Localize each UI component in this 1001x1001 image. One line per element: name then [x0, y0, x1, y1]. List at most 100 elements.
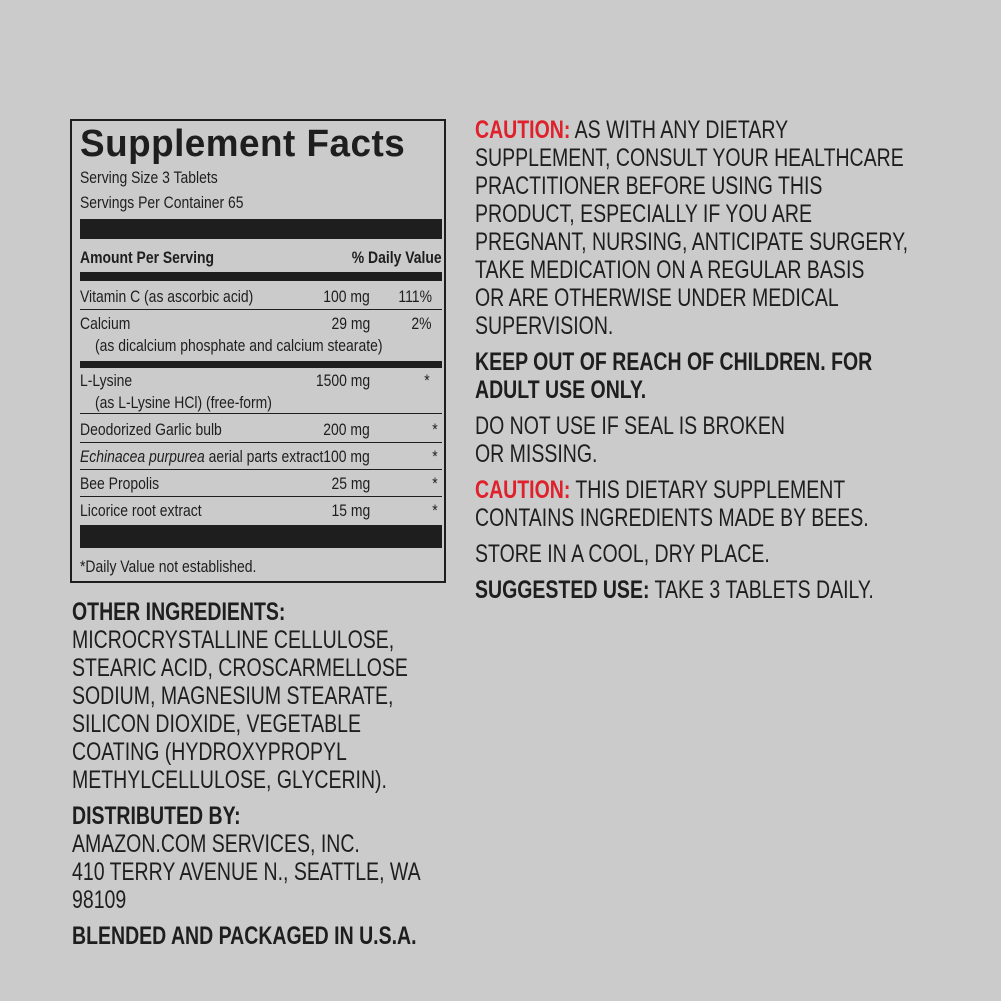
ingredient-name: Vitamin C (as ascorbic acid): [80, 287, 253, 307]
facts-title: Supplement Facts: [80, 123, 406, 165]
section-heading: BLENDED AND PACKAGED IN U.S.A.: [72, 922, 417, 950]
ingredient-name: Deodorized Garlic bulb: [80, 420, 222, 440]
ingredient-amount: 25 mg: [331, 474, 370, 493]
divider-bar: [80, 525, 442, 548]
text-content: STEARIC ACID, CROSCARMELLOSE: [72, 654, 408, 682]
text-content: OR ARE OTHERWISE UNDER MEDICAL: [475, 284, 839, 312]
text-content: PRACTITIONER BEFORE USING THIS: [475, 172, 823, 200]
text-line: TAKE MEDICATION ON A REGULAR BASIS: [475, 256, 864, 284]
divider-bar: [80, 361, 442, 368]
section-heading: KEEP OUT OF REACH OF CHILDREN. FOR: [475, 348, 873, 376]
text-line: SUPPLEMENT, CONSULT YOUR HEALTHCARE: [475, 144, 904, 172]
text-line: DISTRIBUTED BY:: [72, 802, 241, 830]
text-line: 410 TERRY AVENUE N., SEATTLE, WA: [72, 858, 421, 886]
text-line: CONTAINS INGREDIENTS MADE BY BEES.: [475, 504, 869, 532]
text-content: METHYLCELLULOSE, GLYCERIN).: [72, 766, 387, 794]
text-content: PREGNANT, NURSING, ANTICIPATE SURGERY,: [475, 228, 909, 256]
ingredient-daily-value: *: [432, 501, 438, 520]
ingredient-source: (as dicalcium phosphate and calcium stea…: [95, 336, 383, 355]
text-content: STORE IN A COOL, DRY PLACE.: [475, 540, 770, 568]
header-daily-value: % Daily Value: [352, 248, 442, 267]
text-line: PRACTITIONER BEFORE USING THIS: [475, 172, 822, 200]
caution-label: CAUTION:: [475, 476, 571, 504]
text-content: OR MISSING.: [475, 440, 598, 468]
ingredient-name: Bee Propolis: [80, 474, 159, 494]
text-line: OR MISSING.: [475, 440, 597, 468]
section-heading: SUGGESTED USE:: [475, 576, 650, 604]
text-content: ADULT USE ONLY.: [475, 376, 647, 404]
ingredient-amount: 15 mg: [331, 501, 370, 520]
ingredient-name: Licorice root extract: [80, 501, 202, 521]
text-line: AMAZON.COM SERVICES, INC.: [72, 830, 360, 858]
text-content: TAKE 3 TABLETS DAILY.: [649, 576, 874, 604]
ingredient-daily-value: *: [432, 447, 438, 466]
text-content: AS WITH ANY DIETARY: [570, 116, 789, 144]
ingredient-name-text: Licorice root extract: [80, 501, 202, 520]
row-divider: [80, 442, 442, 443]
divider-bar: [80, 219, 442, 239]
ingredient-daily-value: *: [424, 371, 430, 390]
section-heading: OTHER INGREDIENTS:: [72, 598, 286, 626]
text-line: SILICON DIOXIDE, VEGETABLE: [72, 710, 361, 738]
row-divider: [80, 413, 442, 414]
ingredient-daily-value: *: [432, 474, 438, 493]
ingredient-amount: 100 mg: [323, 287, 370, 306]
text-content: COATING (HYDROXYPROPYL: [72, 738, 347, 766]
divider-bar: [80, 272, 442, 281]
text-content: SUPPLEMENT, CONSULT YOUR HEALTHCARE: [475, 144, 904, 172]
text-line: KEEP OUT OF REACH OF CHILDREN. FOR: [475, 348, 872, 376]
text-line: CAUTION: THIS DIETARY SUPPLEMENT: [475, 476, 845, 504]
text-line: DO NOT USE IF SEAL IS BROKEN: [475, 412, 785, 440]
supplement-facts-panel: Supplement Facts Serving Size 3 Tablets …: [70, 119, 446, 583]
text-line: COATING (HYDROXYPROPYL: [72, 738, 347, 766]
text-line: BLENDED AND PACKAGED IN U.S.A.: [72, 922, 417, 950]
text-content: SILICON DIOXIDE, VEGETABLE: [72, 710, 361, 738]
ingredient-name-text: Calcium: [80, 314, 131, 333]
row-divider: [80, 309, 442, 310]
footnote: *Daily Value not established.: [80, 557, 257, 576]
ingredient-name: Calcium: [80, 314, 130, 334]
ingredient-amount: 200 mg: [323, 420, 370, 439]
text-content: SUPERVISION.: [475, 312, 614, 340]
ingredient-name-text: Bee Propolis: [80, 474, 160, 493]
ingredient-name: Echinacea purpurea aerial parts extract: [80, 447, 323, 467]
text-line: OR ARE OTHERWISE UNDER MEDICAL: [475, 284, 839, 312]
ingredient-daily-value: *: [432, 420, 438, 439]
servings-per-container: Servings Per Container 65: [80, 193, 244, 212]
text-line: STEARIC ACID, CROSCARMELLOSE: [72, 654, 408, 682]
text-line: MICROCRYSTALLINE CELLULOSE,: [72, 626, 394, 654]
serving-size: Serving Size 3 Tablets: [80, 168, 218, 187]
ingredient-source: (as L-Lysine HCl) (free-form): [95, 393, 272, 412]
text-line: STORE IN A COOL, DRY PLACE.: [475, 540, 770, 568]
text-content: MICROCRYSTALLINE CELLULOSE,: [72, 626, 395, 654]
text-content: SODIUM, MAGNESIUM STEARATE,: [72, 682, 394, 710]
row-divider: [80, 469, 442, 470]
text-content: AMAZON.COM SERVICES, INC.: [72, 830, 360, 858]
ingredient-amount: 100 mg: [323, 447, 370, 466]
text-content: PRODUCT, ESPECIALLY IF YOU ARE: [475, 200, 813, 228]
text-content: THIS DIETARY SUPPLEMENT: [570, 476, 846, 504]
ingredient-name-text: L-Lysine: [80, 371, 133, 390]
section-heading: DISTRIBUTED BY:: [72, 802, 241, 830]
text-content: DO NOT USE IF SEAL IS BROKEN: [475, 412, 785, 440]
caution-label: CAUTION:: [475, 116, 571, 144]
text-line: PRODUCT, ESPECIALLY IF YOU ARE: [475, 200, 812, 228]
text-content: 98109: [72, 886, 127, 914]
text-line: SUGGESTED USE: TAKE 3 TABLETS DAILY.: [475, 576, 874, 604]
ingredient-name-text: Deodorized Garlic bulb: [80, 420, 222, 439]
text-line: CAUTION: AS WITH ANY DIETARY: [475, 116, 788, 144]
ingredient-daily-value: 111%: [398, 287, 432, 306]
text-line: PREGNANT, NURSING, ANTICIPATE SURGERY,: [475, 228, 908, 256]
ingredient-daily-value: 2%: [411, 314, 432, 333]
text-line: 98109: [72, 886, 126, 914]
ingredient-name: L-Lysine: [80, 371, 132, 391]
ingredient-amount: 1500 mg: [315, 371, 370, 390]
text-content: TAKE MEDICATION ON A REGULAR BASIS: [475, 256, 865, 284]
text-line: ADULT USE ONLY.: [475, 376, 646, 404]
text-content: 410 TERRY AVENUE N., SEATTLE, WA: [72, 858, 421, 886]
text-line: SUPERVISION.: [475, 312, 613, 340]
ingredient-name-text: aerial parts extract: [204, 447, 324, 466]
ingredient-name-text: Vitamin C (as ascorbic acid): [80, 287, 254, 306]
header-amount-per-serving: Amount Per Serving: [80, 248, 215, 267]
text-line: SODIUM, MAGNESIUM STEARATE,: [72, 682, 393, 710]
